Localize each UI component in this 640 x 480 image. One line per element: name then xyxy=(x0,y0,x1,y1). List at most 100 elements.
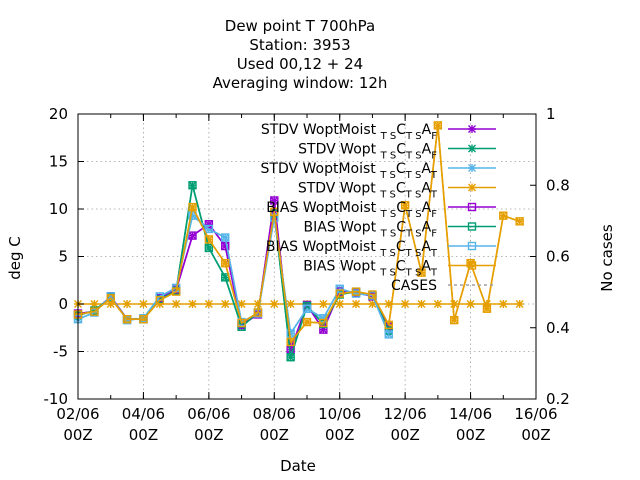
xtick-label-date: 16/06 xyxy=(514,405,557,423)
zero-line-point xyxy=(499,300,508,308)
legend-entry-8: BIAS Wopt T SCT SAT xyxy=(303,259,496,279)
data-point xyxy=(221,233,230,242)
xtick-label-hour: 00Z xyxy=(194,426,223,444)
axes: -10 -5 0 5 10 15 20 02/06 00Z 04/06 00Z 06/06 00Z 08/… xyxy=(6,105,616,475)
data-point xyxy=(106,294,115,303)
data-point xyxy=(171,287,181,296)
y2tick-label: 1 xyxy=(546,105,556,123)
ytick-label: 15 xyxy=(49,153,68,171)
data-point xyxy=(302,304,312,313)
legend-entry-2: STDV Wopt T SCT SAF xyxy=(298,142,496,162)
zero-line-point xyxy=(123,300,132,308)
data-point xyxy=(368,290,377,299)
data-point xyxy=(221,258,230,268)
zero-line-point xyxy=(188,300,197,308)
legend-label: STDV WoptMoist T SCT SAT xyxy=(261,161,438,181)
legend-label: STDV Wopt T SCT SAF xyxy=(298,142,437,162)
y2tick-label: 0.8 xyxy=(546,176,570,194)
xtick-label-hour: 00Z xyxy=(129,426,158,444)
data-point xyxy=(384,330,393,339)
series-line xyxy=(77,124,520,343)
data-point xyxy=(335,289,344,298)
ytick-label: -5 xyxy=(53,343,68,361)
data-point xyxy=(384,320,393,330)
ytick-label: -10 xyxy=(44,390,69,408)
zero-line-point xyxy=(204,300,213,308)
data-point xyxy=(450,315,459,325)
legend-entry-5: BIAS WoptMoist T SCT SAF xyxy=(266,200,496,220)
zero-line-point xyxy=(482,300,491,308)
zero-line-point xyxy=(319,300,328,308)
ytick-label: 5 xyxy=(58,248,68,266)
title-line-4: Averaging window: 12h xyxy=(213,74,388,92)
ytick-label: 10 xyxy=(49,200,68,218)
zero-line-point xyxy=(352,300,361,308)
legend-entry-6: BIAS Wopt T SCT SAF xyxy=(304,220,496,240)
legend-label: STDV WoptMoist T SCT SAF xyxy=(261,122,437,142)
data-point xyxy=(237,318,246,328)
zero-line-point xyxy=(237,300,246,308)
legend-label: BIAS Wopt T SCT SAF xyxy=(304,220,438,240)
legend-marker xyxy=(467,202,477,212)
legend-marker xyxy=(467,261,477,270)
data-point xyxy=(482,304,492,313)
legend-entry-3: STDV WoptMoist T SCT SAT xyxy=(261,161,496,181)
zero-line-point xyxy=(172,300,181,308)
legend-label: STDV Wopt T SCT SAT xyxy=(298,181,438,201)
y2tick-label: 0.4 xyxy=(546,319,570,337)
data-point xyxy=(417,268,426,277)
title-line-1: Dew point T 700hPa xyxy=(225,17,375,35)
data-point xyxy=(335,284,344,293)
data-point xyxy=(466,258,475,268)
legend-label: BIAS WoptMoist T SCT SAT xyxy=(266,239,438,259)
zero-line-point xyxy=(106,300,115,308)
xtick-label-hour: 00Z xyxy=(456,426,485,444)
xtick-label-date: 10/06 xyxy=(318,405,361,423)
ytick-label: 20 xyxy=(49,105,68,123)
data-point xyxy=(499,211,508,220)
data-point xyxy=(188,181,197,190)
y2tick-label: 0.6 xyxy=(546,248,570,266)
data-point xyxy=(122,315,132,324)
zero-line-point xyxy=(384,300,393,308)
zero-line-point xyxy=(139,300,148,308)
legend-label: BIAS Wopt T SCT SAT xyxy=(303,259,438,279)
zero-line-point xyxy=(253,300,262,308)
zero-line-point xyxy=(221,300,230,308)
data-point xyxy=(270,207,279,217)
data-point xyxy=(155,296,164,305)
legend-entry-1: STDV WoptMoist T SCT SAF xyxy=(261,122,496,142)
xtick-label-hour: 00Z xyxy=(390,426,419,444)
legend-label: CASES xyxy=(391,278,437,294)
zero-line-point xyxy=(335,300,344,308)
zero-line-point xyxy=(515,300,524,308)
y2tick-label: 0.2 xyxy=(546,390,570,408)
data-point xyxy=(204,243,214,253)
legend-marker xyxy=(468,144,476,153)
zero-line-point xyxy=(90,300,99,308)
legend-entry-7: BIAS WoptMoist T SCT SAT xyxy=(266,239,496,259)
xtick-label-date: 08/06 xyxy=(253,405,296,423)
data-point xyxy=(221,241,230,251)
legend-marker xyxy=(468,125,476,133)
data-point xyxy=(515,217,524,226)
data-point xyxy=(139,315,148,324)
legend-label: BIAS WoptMoist T SCT SAF xyxy=(266,200,437,220)
data-point xyxy=(204,224,214,234)
zero-line-point xyxy=(433,300,442,308)
data-point xyxy=(286,337,295,347)
legend-marker xyxy=(467,222,477,231)
x-axis-label: Date xyxy=(280,457,316,475)
series-8 xyxy=(73,121,524,347)
legend-entry-4: STDV Wopt T SCT SAT xyxy=(298,181,496,201)
title-line-3: Used 00,12 + 24 xyxy=(237,55,363,73)
zero-line-point xyxy=(401,300,410,308)
xtick-label-hour: 00Z xyxy=(325,426,354,444)
y-axis-label: deg C xyxy=(6,236,24,280)
data-point xyxy=(351,287,361,296)
data-point xyxy=(286,353,295,362)
data-point xyxy=(204,235,214,244)
